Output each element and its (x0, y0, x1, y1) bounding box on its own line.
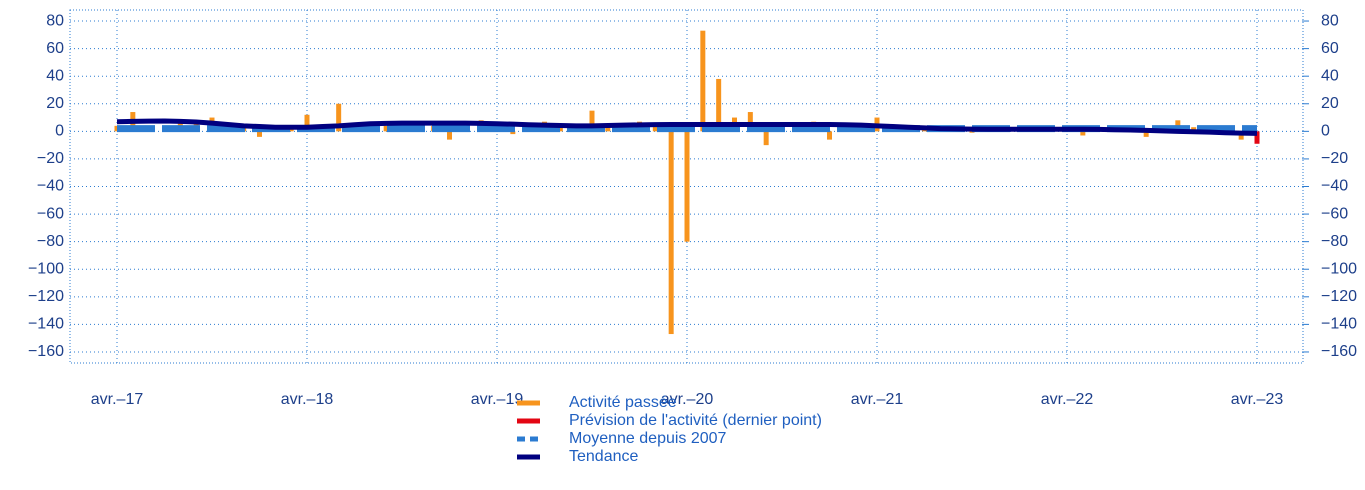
y-tick-label: −80 (37, 233, 64, 250)
y2-tick-label: −60 (1321, 205, 1348, 222)
bar (763, 131, 769, 146)
y-tick-label: 80 (46, 12, 64, 29)
x-tick-label: avr.–18 (281, 391, 334, 408)
bar (557, 125, 563, 132)
bar (747, 112, 753, 132)
legend-label: Prévision de l'activité (dernier point) (569, 412, 822, 429)
x-tick-label: avr.–17 (91, 391, 144, 408)
y-tick-label: 60 (46, 40, 64, 57)
y-tick-label: −60 (37, 205, 64, 222)
y-tick-label: −20 (37, 150, 64, 167)
bar (716, 78, 722, 132)
bar (1254, 131, 1260, 144)
bar (336, 103, 342, 132)
bar (304, 114, 310, 132)
y2-tick-label: 0 (1321, 123, 1330, 140)
y-tick-label: −120 (28, 288, 64, 305)
bar (827, 131, 832, 140)
y-tick-label: 40 (46, 67, 64, 84)
bar (1080, 131, 1086, 136)
x-tick-label: avr.–19 (471, 391, 524, 408)
x-tick-label: avr.–20 (661, 391, 714, 408)
y-tick-label: −140 (28, 316, 64, 333)
y2-tick-label: −140 (1321, 316, 1357, 333)
y2-tick-label: 60 (1321, 40, 1339, 57)
bar (652, 125, 658, 132)
bar (288, 128, 294, 132)
legend-label: Activité passée (569, 394, 677, 411)
y2-tick-label: 80 (1321, 12, 1339, 29)
x-tick-label: avr.–21 (851, 391, 904, 408)
trend-line (116, 118, 1258, 136)
y2-tick-label: −80 (1321, 233, 1348, 250)
legend-label: Tendance (569, 448, 638, 465)
bar (383, 125, 389, 132)
y-tick-label: 0 (55, 123, 64, 140)
bar (605, 125, 611, 132)
y-tick-label: 20 (46, 95, 64, 112)
bar (510, 131, 516, 135)
bar (684, 131, 690, 242)
y-tick-label: −160 (28, 343, 64, 360)
y2-tick-label: −120 (1321, 288, 1357, 305)
bar (1143, 131, 1149, 137)
y-tick-label: −100 (28, 260, 64, 277)
bar (668, 131, 674, 335)
x-tick-label: avr.–22 (1041, 391, 1094, 408)
x-tick-label: avr.–23 (1231, 391, 1284, 408)
bar (700, 30, 706, 132)
y2-tick-label: −20 (1321, 150, 1348, 167)
y2-tick-label: 40 (1321, 67, 1339, 84)
y2-tick-label: 20 (1321, 95, 1339, 112)
bar (447, 131, 452, 140)
y2-tick-label: −160 (1321, 343, 1357, 360)
y-tick-label: −40 (37, 178, 64, 195)
y2-tick-label: −40 (1321, 178, 1348, 195)
y2-tick-label: −100 (1321, 260, 1357, 277)
bar (257, 131, 262, 137)
legend-label: Moyenne depuis 2007 (569, 430, 727, 447)
bar (589, 110, 595, 132)
